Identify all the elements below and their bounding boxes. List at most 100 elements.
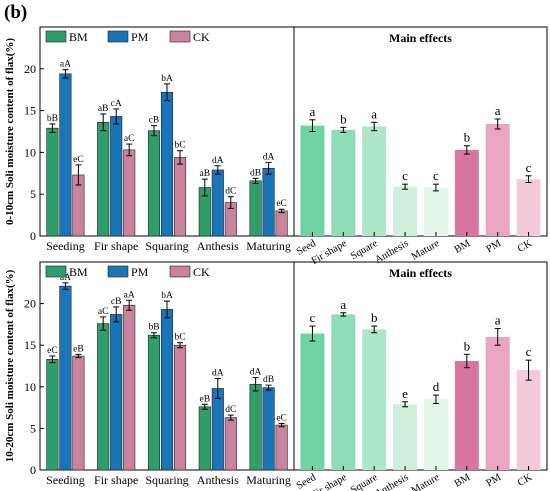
main-bar bbox=[485, 123, 510, 236]
main-bar bbox=[300, 333, 325, 470]
bar-BM bbox=[147, 130, 161, 237]
data-label: dC bbox=[225, 187, 236, 197]
x-tick-label: Anthesis bbox=[197, 473, 239, 487]
main-data-label: b bbox=[340, 111, 347, 126]
bar-BM bbox=[147, 334, 161, 471]
bar-PM bbox=[262, 387, 275, 471]
bar-PM bbox=[262, 167, 275, 237]
bar-CK bbox=[173, 344, 187, 471]
main-data-label: d bbox=[433, 379, 440, 394]
main-x-tick-label: BM bbox=[453, 472, 473, 490]
main-bar bbox=[516, 179, 541, 236]
main-x-tick-label: Mature bbox=[410, 472, 442, 491]
data-label: dA bbox=[212, 156, 224, 166]
x-tick-label: Maturing bbox=[246, 239, 291, 253]
data-label: eC bbox=[276, 413, 287, 423]
data-label: dC bbox=[225, 405, 236, 415]
main-data-label: a bbox=[371, 106, 377, 121]
main-bar bbox=[300, 125, 325, 236]
legend-swatch-PM bbox=[107, 265, 129, 278]
legend-swatch-CK bbox=[169, 265, 191, 278]
data-label: dA bbox=[263, 152, 275, 162]
legend-swatch-BM bbox=[45, 30, 67, 43]
main-effects-title: Main effects bbox=[389, 266, 452, 280]
data-label: dA bbox=[250, 368, 262, 378]
main-effects-title: Main effects bbox=[389, 31, 452, 45]
bar-PM bbox=[59, 285, 72, 471]
main-data-label: c bbox=[433, 168, 439, 183]
data-label: eC bbox=[276, 199, 287, 209]
legend-swatch-BM bbox=[45, 265, 67, 278]
main-bar bbox=[362, 329, 387, 470]
data-label: bB bbox=[148, 323, 159, 333]
main-bar bbox=[485, 336, 510, 470]
data-label: eC bbox=[47, 346, 58, 356]
main-bar bbox=[423, 399, 448, 470]
bar-CK bbox=[123, 304, 136, 471]
bar-PM bbox=[211, 169, 224, 237]
data-label: bA bbox=[161, 291, 173, 301]
data-label: eB bbox=[200, 394, 211, 404]
bar-BM bbox=[46, 127, 59, 237]
data-label: dB bbox=[263, 375, 274, 385]
data-label: dB bbox=[250, 168, 261, 178]
main-x-tick-label: CK bbox=[516, 472, 534, 489]
legend-label-BM: BM bbox=[69, 30, 88, 44]
y-tick-label: 10 bbox=[24, 145, 36, 159]
bar-BM bbox=[97, 323, 110, 471]
data-label: cB bbox=[149, 116, 160, 126]
main-data-label: c bbox=[526, 160, 532, 175]
data-label: aC bbox=[98, 307, 109, 317]
data-label: aB bbox=[200, 169, 211, 179]
y-axis-title: 0-10cm Soli moisture content of flax(%) bbox=[4, 38, 16, 225]
bar-BM bbox=[97, 122, 110, 237]
data-label: bA bbox=[161, 74, 173, 84]
bar-PM bbox=[110, 116, 123, 237]
main-x-tick-label: Fir shape bbox=[310, 238, 349, 267]
main-x-tick-label: PM bbox=[485, 472, 504, 489]
bar-PM bbox=[211, 388, 224, 471]
x-tick-label: Seeding bbox=[46, 473, 85, 487]
y-tick-label: 5 bbox=[30, 421, 36, 435]
bar-CK bbox=[72, 355, 85, 471]
bar-CK bbox=[275, 210, 288, 237]
main-x-tick-label: BM bbox=[453, 238, 473, 256]
y-tick-label: 0 bbox=[30, 229, 36, 243]
bar-PM bbox=[160, 91, 174, 237]
bar-BM bbox=[249, 180, 262, 237]
panel-letter: (b) bbox=[4, 2, 28, 23]
bar-PM bbox=[110, 314, 123, 471]
x-tick-label: Maturing bbox=[246, 473, 291, 487]
y-tick-label: 20 bbox=[24, 62, 36, 76]
bar-BM bbox=[46, 359, 59, 471]
data-label: bC bbox=[174, 333, 185, 343]
bar-CK bbox=[224, 417, 237, 471]
main-data-label: c bbox=[402, 168, 408, 183]
main-x-tick-label: Mature bbox=[410, 238, 442, 263]
data-label: aA bbox=[60, 273, 71, 283]
y-tick-label: 15 bbox=[24, 104, 36, 118]
main-bar bbox=[393, 186, 418, 236]
main-data-label: b bbox=[371, 310, 378, 325]
main-bar bbox=[454, 149, 479, 236]
main-data-label: a bbox=[495, 313, 501, 328]
data-label: aB bbox=[98, 104, 109, 114]
bar-BM bbox=[249, 384, 262, 471]
main-bar bbox=[423, 187, 448, 236]
y-tick-label: 0 bbox=[30, 463, 36, 477]
y-tick-label: 5 bbox=[30, 187, 36, 201]
main-x-tick-label: CK bbox=[516, 238, 534, 255]
bar-BM bbox=[198, 406, 211, 471]
main-data-label: c bbox=[526, 344, 532, 359]
x-tick-label: Squaring bbox=[145, 473, 188, 487]
main-data-label: c bbox=[310, 310, 316, 325]
data-label: eC bbox=[73, 155, 84, 165]
bar-PM bbox=[59, 73, 72, 237]
data-label: dA bbox=[212, 368, 224, 378]
legend-label-CK: CK bbox=[193, 30, 210, 44]
main-data-label: e bbox=[402, 386, 408, 401]
bar-PM bbox=[160, 309, 174, 471]
bar-CK bbox=[123, 149, 136, 237]
x-tick-label: Fir shape bbox=[94, 473, 138, 487]
data-label: bB bbox=[47, 114, 58, 124]
